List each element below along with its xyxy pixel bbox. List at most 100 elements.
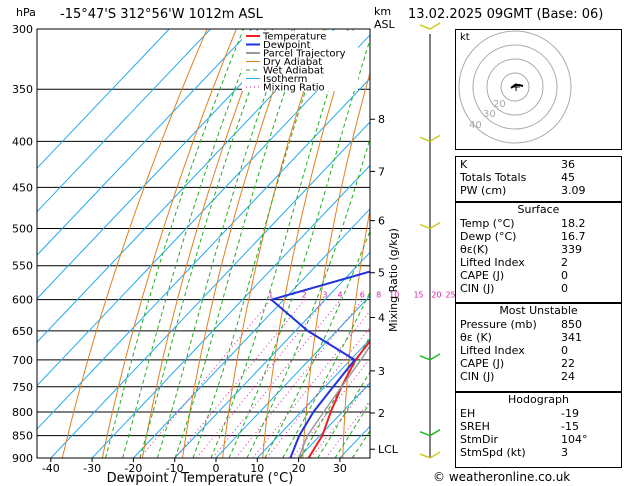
index-row: PW (cm) 3.09 bbox=[460, 184, 586, 197]
mu-row: Lifted Index 0 bbox=[460, 344, 568, 357]
height-tick-label: 6 bbox=[378, 215, 385, 228]
legend-item-label: Temperature bbox=[262, 32, 326, 43]
dry-adiabat bbox=[101, 29, 237, 458]
mixing-ratio-line bbox=[310, 381, 370, 458]
series-line-dewpoint bbox=[269, 270, 370, 458]
dry-adiabat bbox=[302, 71, 370, 458]
wind-barbs bbox=[419, 22, 441, 459]
pressure-tick-label: 300 bbox=[12, 23, 33, 36]
mixing-ratio-line bbox=[291, 357, 370, 458]
height-tick-label: LCL bbox=[378, 443, 399, 456]
dry-adiabat bbox=[61, 29, 208, 458]
wind-barb bbox=[419, 355, 431, 361]
mixing-ratio-label: 3 bbox=[322, 291, 327, 300]
mixing-ratio-label: 10 bbox=[389, 291, 399, 300]
x-axis-label: Dewpoint / Temperature (°C) bbox=[107, 471, 294, 486]
svg-text:+: + bbox=[511, 80, 521, 94]
isotherm-line bbox=[37, 29, 170, 169]
isotherm-line bbox=[256, 338, 370, 458]
surface-row: Dewp (°C) 16.7 bbox=[460, 230, 586, 243]
mixing-ratio-label: 2 bbox=[302, 291, 307, 300]
height-tick-label: 4 bbox=[378, 311, 385, 324]
wet-adiabat bbox=[105, 29, 244, 458]
mu-row: θε (K) 341 bbox=[460, 331, 582, 344]
isotherm-line bbox=[37, 77, 370, 430]
wind-barb bbox=[429, 134, 441, 142]
wet-adiabat bbox=[246, 136, 370, 458]
mu-row: CIN (J) 24 bbox=[460, 370, 575, 383]
height-tick-label: 8 bbox=[378, 113, 385, 126]
wind-barb bbox=[419, 453, 431, 459]
wind-barb bbox=[429, 451, 441, 459]
hodo-ring-label: 20 bbox=[493, 99, 506, 110]
mixing-ratio-line bbox=[139, 299, 272, 458]
temp-tick-label: -40 bbox=[42, 462, 60, 475]
isotherm-line bbox=[215, 295, 370, 458]
temp-tick-label: 30 bbox=[333, 462, 347, 475]
surface-row: Lifted Index 2 bbox=[460, 256, 568, 269]
mixing-ratio-label: 25 bbox=[445, 291, 455, 300]
mixing-ratio-line bbox=[252, 310, 370, 458]
wind-barb bbox=[419, 223, 431, 230]
hodo-row: StmSpd (kt) 3 bbox=[460, 446, 568, 459]
pressure-tick-label: 700 bbox=[12, 354, 33, 367]
temp-tick-label: -20 bbox=[124, 462, 142, 475]
mixing-ratio-label: 6 bbox=[360, 291, 365, 300]
mixing-ratio-label: 8 bbox=[376, 291, 381, 300]
wind-barb bbox=[419, 430, 431, 437]
series-line-parcel-trajectory bbox=[297, 344, 370, 458]
mu-row: CAPE (J) 22 bbox=[460, 357, 575, 370]
pressure-tick-label: 900 bbox=[12, 452, 33, 465]
series-line-temperature bbox=[307, 339, 370, 458]
hpa-label: hPa bbox=[16, 6, 36, 19]
legend-item-label: Isotherm bbox=[263, 74, 307, 85]
indices-box: K 36 Totals Totals 45 PW (cm) 3.09 bbox=[455, 156, 622, 202]
hodo-row: StmDir 104° bbox=[460, 433, 588, 446]
mixing-ratio-label: 4 bbox=[338, 291, 343, 300]
height-tick-label: 5 bbox=[378, 267, 385, 280]
isotherm-line bbox=[174, 251, 370, 458]
height-tick-label: 7 bbox=[378, 165, 385, 178]
mixing-ratio-line bbox=[325, 399, 370, 458]
mixing-ratio-line bbox=[174, 299, 305, 458]
dry-adiabat bbox=[342, 206, 370, 458]
surface-row: Temp (°C) 18.2 bbox=[460, 217, 586, 230]
km-label: km bbox=[374, 5, 392, 18]
hodo-kt-label: kt bbox=[460, 32, 470, 43]
datetime-title: 13.02.2025 09GMT (Base: 06) bbox=[408, 7, 604, 22]
pressure-tick-label: 500 bbox=[12, 222, 33, 235]
wind-barb bbox=[429, 22, 441, 30]
surface-row: CAPE (J) 0 bbox=[460, 269, 568, 282]
wet-adiabat bbox=[174, 29, 308, 458]
legend-item-label: Dewpoint bbox=[263, 40, 311, 51]
temp-tick-label: -30 bbox=[83, 462, 101, 475]
wet-adiabat bbox=[210, 29, 349, 458]
mu-row: Pressure (mb) 850 bbox=[460, 318, 582, 331]
wind-barb bbox=[419, 24, 431, 30]
isotherm-line bbox=[298, 382, 370, 458]
pressure-tick-label: 450 bbox=[12, 181, 33, 194]
mixing-ratio-label: 20 bbox=[431, 291, 441, 300]
asl-label: ASL bbox=[374, 18, 395, 31]
index-row: Totals Totals 45 bbox=[460, 171, 575, 184]
surface-box: Surface Temp (°C) 18.2 Dewp (°C) 16.7 θε(K… bbox=[455, 202, 622, 303]
hodograph: kt 20 30 40 + bbox=[455, 29, 622, 150]
wet-adiabat bbox=[264, 229, 370, 458]
wind-barb bbox=[429, 429, 441, 437]
wind-barb bbox=[419, 136, 431, 143]
pressure-tick-label: 850 bbox=[12, 430, 33, 443]
pressure-tick-label: 600 bbox=[12, 294, 33, 307]
dry-adiabat bbox=[182, 29, 296, 458]
isotherm-line bbox=[37, 34, 370, 387]
mixing-ratio-line bbox=[212, 299, 341, 458]
height-tick-label: 2 bbox=[378, 407, 385, 420]
mixing-ratio-line bbox=[196, 299, 326, 458]
wet-adiabat bbox=[228, 38, 370, 458]
temp-tick-label: 0 bbox=[213, 462, 220, 475]
mixing-ratio-line bbox=[235, 299, 364, 458]
mixing-ratio-line bbox=[266, 326, 370, 458]
dry-adiabat bbox=[141, 29, 267, 458]
wet-adiabat bbox=[139, 29, 274, 458]
